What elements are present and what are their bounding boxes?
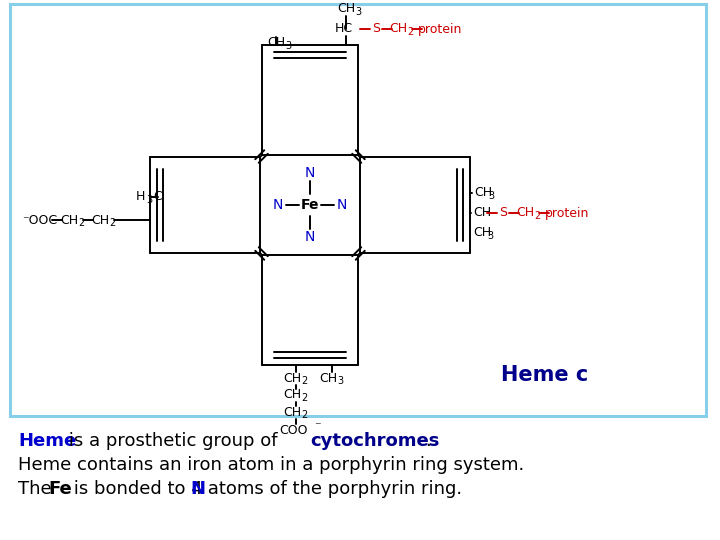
Text: CH: CH [267,37,285,50]
Bar [10,4,706,416]
Text: is a prosthetic group of: is a prosthetic group of [63,432,283,450]
Text: CH: CH [283,388,301,402]
Text: .: . [425,432,431,450]
Text: Heme c: Heme c [501,365,589,385]
Text: 2: 2 [301,410,307,420]
Text: atoms of the porphyrin ring.: atoms of the porphyrin ring. [202,480,462,498]
Text: 2: 2 [301,393,307,403]
Text: The: The [18,480,58,498]
Text: Fe: Fe [48,480,72,498]
Text: is bonded to 4: is bonded to 4 [68,480,209,498]
Text: ⁻OOC: ⁻OOC [22,213,57,226]
Text: CH: CH [474,186,492,199]
Text: C: C [153,191,162,204]
Text: ⁻: ⁻ [314,421,320,434]
Text: 2: 2 [407,27,413,37]
Text: Heme: Heme [18,432,76,450]
Text: CH: CH [389,23,407,36]
Text: 3: 3 [285,41,291,51]
Text: S: S [499,206,507,219]
Text: N: N [337,198,347,212]
Text: cytochromes: cytochromes [310,432,439,450]
Text: 3: 3 [488,191,494,201]
Text: CH: CH [319,372,337,384]
Text: 2: 2 [78,218,84,228]
Text: N: N [190,480,205,498]
Text: CH: CH [516,206,534,219]
Text: COO: COO [280,423,308,436]
Text: N: N [273,198,283,212]
Text: 3: 3 [146,195,152,205]
Text: Heme contains an iron atom in a porphyrin ring system.: Heme contains an iron atom in a porphyri… [18,456,524,474]
Text: 3: 3 [487,231,493,241]
Text: CH: CH [60,213,78,226]
Text: protein: protein [545,206,589,219]
Text: N: N [305,230,315,244]
Text: H: H [135,191,145,204]
Text: CH: CH [337,3,355,16]
Text: 2: 2 [109,218,115,228]
Text: CH: CH [91,213,109,226]
Text: N: N [305,166,315,180]
Text: HC: HC [335,23,353,36]
Text: CH: CH [283,406,301,419]
Text: CH: CH [473,226,491,240]
Text: CH: CH [473,206,491,219]
Text: S: S [372,23,380,36]
Text: CH: CH [283,372,301,384]
Text: 2: 2 [534,211,540,221]
Text: 3: 3 [355,7,361,17]
Text: protein: protein [418,23,462,36]
Text: Fe: Fe [301,198,319,212]
Text: 2: 2 [301,376,307,386]
Text: 3: 3 [337,376,343,386]
